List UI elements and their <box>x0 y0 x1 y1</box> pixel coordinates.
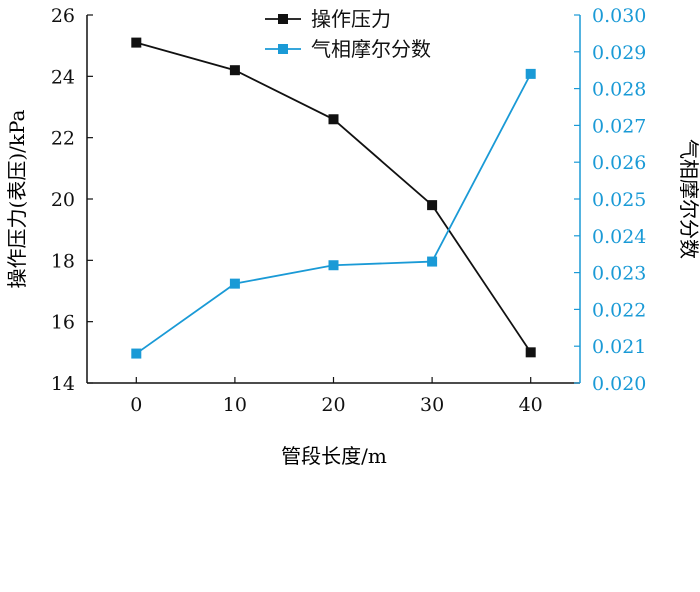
right-y-tick-label: 0.027 <box>592 115 646 137</box>
x-tick-label: 40 <box>519 394 543 416</box>
legend-label: 操作压力 <box>311 7 391 31</box>
left-y-tick-label: 24 <box>51 66 75 88</box>
left-y-tick-label: 16 <box>51 312 75 334</box>
data-point-marker <box>525 68 536 79</box>
series-line <box>136 41 532 353</box>
legend-marker <box>278 44 288 54</box>
x-tick-label: 10 <box>223 394 247 416</box>
data-point-marker <box>427 256 438 267</box>
data-point-marker <box>328 260 339 271</box>
x-tick-label: 30 <box>420 394 444 416</box>
series-layer <box>131 37 536 359</box>
legend-label: 气相摩尔分数 <box>311 37 431 61</box>
legend-item: 气相摩尔分数 <box>265 37 431 61</box>
right-y-tick-label: 0.024 <box>592 226 646 248</box>
right-y-tick-label: 0.028 <box>592 79 646 101</box>
right-y-tick-label: 0.022 <box>592 299 646 321</box>
right-y-tick-label: 0.021 <box>592 336 646 358</box>
right-y-tick-label: 0.029 <box>592 42 646 64</box>
right-y-tick-label: 0.030 <box>592 5 646 27</box>
right-y-tick-label: 0.020 <box>592 373 646 395</box>
data-point-marker <box>229 65 240 76</box>
left-y-tick-label: 18 <box>51 250 75 272</box>
data-point-marker <box>427 200 438 211</box>
axes: 0 10 20 30 40 14 16 18 20 22 24 26 0.020 0.021 0.022 0.… <box>51 5 647 416</box>
data-point-marker <box>525 347 536 358</box>
data-point-marker <box>131 37 142 48</box>
left-y-tick-label: 20 <box>51 189 75 211</box>
data-point-marker <box>229 278 240 289</box>
legend-item: 操作压力 <box>265 7 391 31</box>
right-y-tick-label: 0.025 <box>592 189 646 211</box>
x-tick-label: 20 <box>321 394 345 416</box>
data-point-marker <box>131 348 142 359</box>
right-y-axis-title: 气相摩尔分数 <box>677 139 700 259</box>
right-y-tick-label: 0.026 <box>592 152 646 174</box>
series-gas-mole-fraction <box>131 68 536 359</box>
right-y-tick-label: 0.023 <box>592 263 646 285</box>
x-tick-label: 0 <box>130 394 142 416</box>
series-operating-pressure <box>131 37 536 358</box>
left-y-axis-title: 操作压力(表压)/kPa <box>5 109 29 288</box>
left-y-tick-label: 26 <box>51 5 75 27</box>
left-y-tick-label: 14 <box>51 373 75 395</box>
left-y-tick-label: 22 <box>51 128 75 150</box>
x-axis-title: 管段长度/m <box>281 444 387 468</box>
legend-marker <box>278 14 288 24</box>
data-point-marker <box>328 114 339 125</box>
